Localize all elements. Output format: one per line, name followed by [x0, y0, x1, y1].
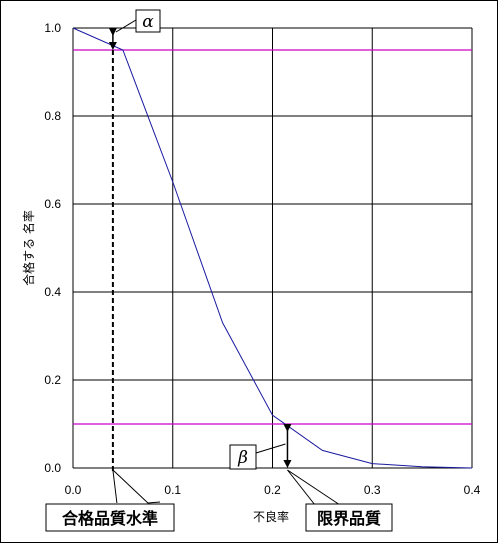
lq-leader: [287, 469, 316, 506]
x-tick-label: 0.4: [464, 483, 481, 497]
x-tick-label: 0.0: [65, 483, 82, 497]
tick-labels: 0.0 0.1 0.2 0.3 0.4 0.0 0.2 0.4 0.6 0.8 1.0: [44, 21, 480, 497]
y-tick-label: 0.6: [44, 197, 61, 211]
series: [72, 27, 473, 469]
aql-callout-label: 合格品質水準: [62, 509, 158, 528]
lq-leader-2: [287, 469, 341, 506]
y-tick-label: 0.2: [44, 373, 61, 387]
aql-leader-2: [112, 469, 118, 504]
y-tick-label: 1.0: [44, 21, 61, 35]
alpha-leader: [115, 19, 137, 33]
beta-leader: [255, 443, 286, 454]
y-axis-title: 合格する 名率: [21, 210, 36, 286]
reference-lines: [73, 49, 472, 425]
alpha-callout-box: [135, 9, 161, 33]
alpha-symbol: α: [142, 12, 154, 32]
x-axis-title: 不良率: [253, 509, 289, 524]
grid: [72, 27, 473, 469]
beta-symbol: β: [237, 448, 248, 468]
lq-callout-box: [305, 503, 393, 532]
aql-callout-box: [45, 503, 175, 532]
x-tick-label: 0.2: [264, 483, 281, 497]
aql-leader: [112, 469, 161, 504]
y-tick-label: 0.0: [44, 461, 61, 475]
annotations: α β 合格品質水準 限界品質: [45, 9, 393, 532]
y-tick-label: 0.4: [44, 285, 61, 299]
beta-callout-box: [229, 444, 257, 470]
x-tick-label: 0.1: [164, 483, 181, 497]
lq-callout-label: 限界品質: [317, 509, 381, 528]
y-tick-label: 0.8: [44, 109, 61, 123]
oc-curve-line: [72, 27, 473, 469]
x-tick-label: 0.3: [364, 483, 381, 497]
